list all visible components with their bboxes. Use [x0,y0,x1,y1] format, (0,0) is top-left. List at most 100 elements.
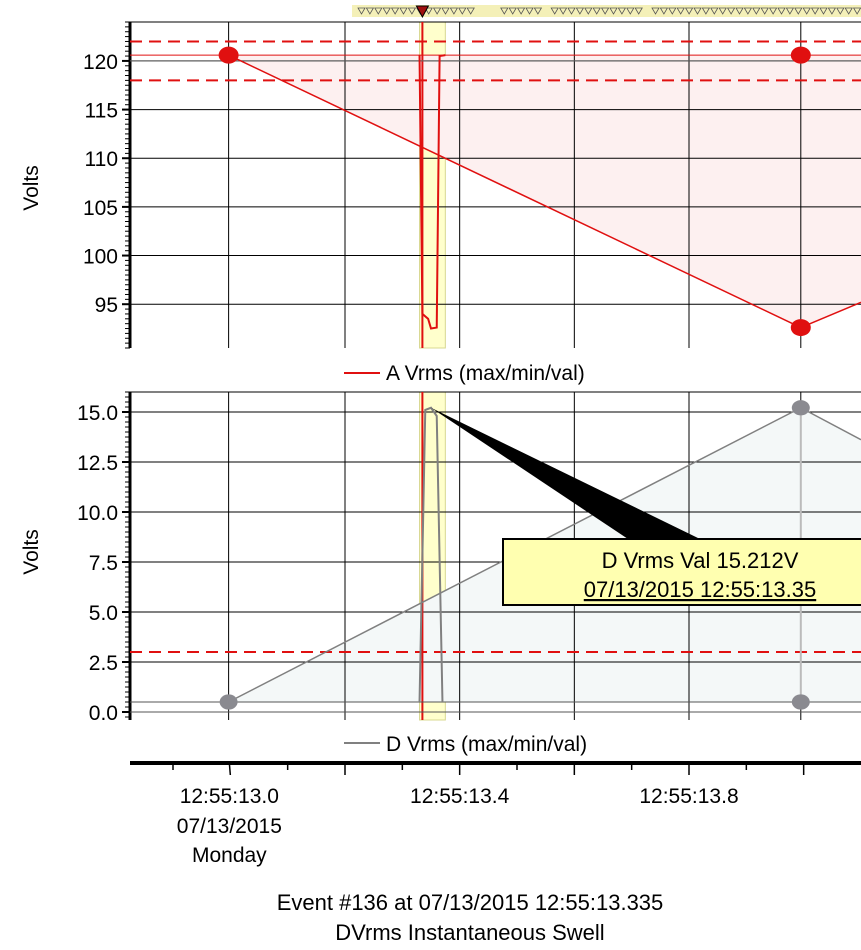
y-tick-label: 105 [83,197,118,220]
legend-a-label: A Vrms (max/min/val) [386,362,585,385]
event-marker [794,7,803,15]
event-marker [550,7,559,15]
event-marker [701,7,711,15]
y-tick-label: 0.0 [89,702,118,725]
data-point [790,319,811,337]
event-marker [567,7,576,15]
x-tick-sublabel: Monday [192,844,267,867]
event-marker [525,7,534,15]
data-point [219,694,238,710]
event-marker [609,7,618,15]
dip-trace [418,54,446,330]
data-point [791,400,810,416]
event-marker [735,7,744,15]
x-tick-sublabel: 07/13/2015 [177,815,282,838]
event-marker [432,7,442,15]
y-tick-label: 12.5 [77,452,118,475]
y-tick-label: 10.0 [77,502,118,525]
y-tick-label: 110 [85,148,118,171]
envelope-fill [228,55,861,328]
event-marker [684,7,694,15]
event-marker [693,7,702,15]
time-axis: 12:55:13.0 07/13/2015 Monday 12:55:13.4 12:5… [130,761,861,867]
event-marker-strip[interactable] [352,5,861,19]
event-marker [836,7,845,15]
event-marker [365,7,375,15]
event-marker [819,7,828,15]
event-marker [844,7,853,15]
value-tooltip: D Vrms Val 15.212V 07/13/2015 12:55:13.3… [431,407,861,606]
event-marker [584,7,593,15]
x-tick-label: 12:55:13.0 [180,785,279,808]
event-marker [743,7,753,15]
selected-event-marker [415,5,430,19]
event-marker [802,7,811,15]
event-marker [558,7,568,15]
event-marker [516,7,526,15]
y-tick-label: 95 [95,294,118,317]
y-tick-label: 120 [83,51,118,74]
data-point [791,694,810,710]
event-marker [777,7,786,15]
y-axis-label-a: Volts [20,165,43,211]
series-line [228,54,802,329]
event-marker [752,7,761,15]
y-tick-label: 15.0 [77,402,118,425]
event-marker [768,7,778,15]
event-marker [617,7,627,15]
event-marker [374,7,383,15]
data-point [218,46,239,64]
event-marker [575,7,585,15]
tooltip-line2: 07/13/2015 12:55:13.35 [584,577,816,602]
event-marker [357,7,366,15]
event-marker [500,7,509,15]
event-marker [466,7,475,15]
event-marker [676,7,685,15]
event-marker [533,7,543,15]
event-marker [449,7,459,15]
event-marker [424,7,433,15]
event-marker [382,7,391,15]
event-marker [634,7,643,15]
x-tick-label: 12:55:13.8 [639,785,738,808]
a-vrms-panel[interactable]: 95 100 105 110 115 120 [83,21,861,349]
event-marker [710,7,719,15]
y-axis-label-d: Volts [20,529,43,575]
tooltip-pointer [431,407,700,539]
tooltip-line1: D Vrms Val 15.212V [602,548,799,573]
event-marker [651,7,660,15]
y-tick-label: 7.5 [89,552,118,575]
tooltip-box [502,538,861,606]
event-marker [399,7,408,15]
x-major-tick [228,762,232,776]
event-marker [508,7,517,15]
y-tick-label: 2.5 [89,652,118,675]
series-line-tail [800,301,861,329]
event-marker [718,7,727,15]
event-marker [726,7,736,15]
event-marker [827,7,837,15]
event-marker [458,7,467,15]
event-marker [785,7,795,15]
y-tick-label: 115 [85,100,118,123]
event-subtitle: DVrms Instantaneous Swell [335,920,604,945]
y-tick-label: 5.0 [89,602,118,625]
event-marker [592,7,601,15]
event-marker [810,7,820,15]
data-point [790,46,811,64]
event-marker [668,7,677,15]
x-tick-label: 12:55:13.4 [410,785,510,808]
event-marker [659,7,669,15]
series-line-tail [800,407,861,441]
event-marker [600,7,610,15]
event-marker [407,7,417,15]
event-marker [626,7,635,15]
event-marker [390,7,400,15]
y-tick-label: 100 [83,246,118,269]
event-marker [852,7,861,15]
event-marker [760,7,769,15]
legend-d-label: D Vrms (max/min/val) [386,733,587,756]
event-marker [441,7,450,15]
event-title: Event #136 at 07/13/2015 12:55:13.335 [277,890,664,915]
